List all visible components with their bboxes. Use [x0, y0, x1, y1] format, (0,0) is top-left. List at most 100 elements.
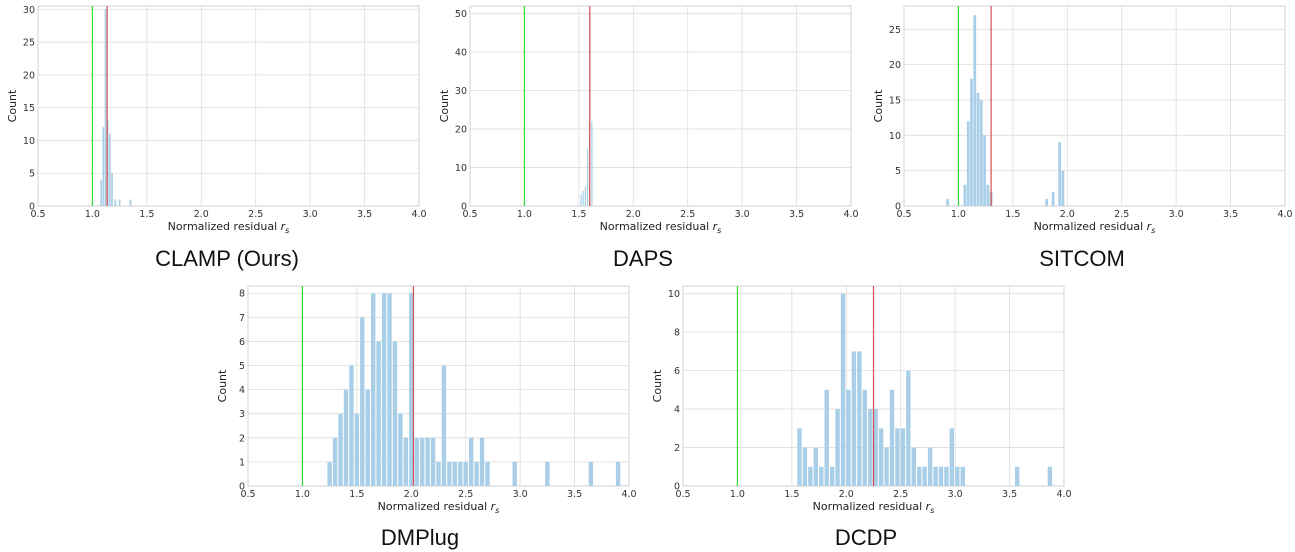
histogram-bar	[468, 437, 474, 486]
histogram-bar	[365, 389, 370, 486]
x-tick-label: 0.5	[240, 489, 255, 500]
x-tick-label: 2.5	[458, 489, 473, 500]
histogram-bar	[1061, 170, 1065, 206]
y-tick-label: 0	[29, 202, 35, 213]
plot-frame	[903, 5, 1286, 207]
histogram-bar	[425, 437, 430, 486]
histogram-bar	[354, 413, 360, 486]
y-tick-label: 6	[674, 366, 680, 377]
x-tick-label: 1.5	[784, 489, 799, 500]
histogram-bar	[332, 437, 338, 486]
y-tick-label: 0	[239, 482, 245, 493]
y-tick-label: 50	[455, 9, 467, 20]
x-tick-label: 3.0	[1169, 209, 1184, 220]
histogram-bar	[376, 341, 381, 486]
chart-clamp: 0.5 1.0 1.5 2.0 2.5 3.0 3.5 4.0 0 5 10 15 20 25 30 Norm…	[6, 5, 427, 235]
x-tick-label: 2.5	[248, 209, 263, 220]
histogram-bar	[906, 370, 911, 486]
histogram-bar	[862, 389, 867, 486]
histogram-bar	[102, 127, 105, 206]
chart-dcdp: 0.5 1.0 1.5 2.0 2.5 3.0 3.5 4.0 0 2 4 6 8 10 Normalize…	[651, 285, 1072, 515]
y-tick-label: 30	[23, 5, 35, 16]
histogram-bar	[129, 199, 132, 206]
histogram-bar	[580, 194, 582, 206]
y-tick-label: 10	[23, 136, 35, 147]
x-tick-label: 2.5	[893, 489, 908, 500]
y-tick-label: 0	[461, 202, 467, 213]
y-tick-label: 20	[23, 70, 35, 81]
y-tick-label: 2	[674, 443, 680, 454]
y-tick-label: 4	[239, 385, 245, 396]
x-tick-label: 4.0	[411, 209, 426, 220]
plot-frame	[469, 5, 852, 207]
y-tick-label: 3	[239, 409, 245, 420]
x-tick-label: 1.0	[85, 209, 100, 220]
histogram-bar	[846, 389, 851, 486]
x-tick-label: 2.0	[626, 209, 641, 220]
x-axis-label: Normalized residual rs	[813, 500, 935, 515]
histogram-bar	[485, 461, 490, 486]
histogram-bar	[911, 447, 916, 486]
histogram-bar	[360, 317, 365, 486]
x-tick-label: 4.0	[621, 489, 636, 500]
y-axis-label: Count	[438, 89, 451, 122]
histogram-bar	[419, 437, 425, 486]
histogram-bar	[895, 428, 900, 486]
histogram-bar	[1014, 466, 1020, 486]
histogram-bar	[819, 466, 824, 486]
histogram-bar	[343, 389, 349, 486]
histogram-bar	[392, 341, 398, 486]
y-axis-label: Count	[651, 369, 664, 402]
x-tick-label: 2.0	[404, 489, 419, 500]
x-tick-label: 3.5	[567, 489, 582, 500]
y-tick-label: 6	[239, 337, 245, 348]
x-tick-label: 3.0	[735, 209, 750, 220]
histogram-bar	[917, 466, 922, 486]
histogram-bar	[381, 293, 387, 486]
histogram-bar	[824, 389, 829, 486]
histogram-bar	[118, 199, 121, 206]
y-tick-label: 1	[239, 457, 245, 468]
histogram-bar	[963, 184, 967, 206]
histogram-bar	[960, 466, 965, 486]
histogram-bar	[1045, 198, 1048, 206]
histogram-bar	[349, 365, 354, 486]
histogram-bar	[403, 437, 409, 486]
histogram-bar	[884, 447, 889, 486]
histogram-bar	[983, 135, 986, 206]
y-tick-label: 5	[29, 169, 35, 180]
x-tick-label: 2.5	[680, 209, 695, 220]
y-tick-label: 25	[889, 25, 901, 36]
y-tick-label: 8	[239, 289, 245, 300]
x-tick-label: 1.0	[517, 209, 532, 220]
chart-sitcom: 0.5 1.0 1.5 2.0 2.5 3.0 3.5 4.0 0 5 10 15 20 25 Normal…	[872, 5, 1293, 235]
histogram-bar	[615, 461, 621, 486]
histogram-bar	[900, 428, 906, 486]
histogram-bar	[955, 466, 960, 486]
y-tick-label: 15	[889, 95, 901, 106]
y-tick-label: 30	[455, 86, 467, 97]
histogram-bar	[436, 461, 441, 486]
histogram-bar	[586, 148, 589, 206]
x-tick-label: 3.5	[1223, 209, 1238, 220]
histogram-bar	[452, 461, 458, 486]
histogram-bar	[111, 173, 113, 206]
caption-dmplug: DMPlug	[380, 525, 460, 550]
x-tick-label: 3.0	[948, 489, 963, 500]
x-tick-label: 3.0	[303, 209, 318, 220]
histogram-bar	[1058, 142, 1062, 206]
x-tick-label: 1.5	[1005, 209, 1020, 220]
histogram-bar	[797, 428, 802, 486]
histogram-bar	[441, 365, 447, 486]
histogram-bar	[802, 447, 808, 486]
x-tick-label: 2.0	[1060, 209, 1075, 220]
y-axis-label: Count	[872, 89, 885, 122]
y-tick-label: 20	[889, 60, 901, 71]
chart-daps: 0.5 1.0 1.5 2.0 2.5 3.0 3.5 4.0 0 10 20 30 40 50 Norma…	[438, 5, 859, 235]
chart-dmplug: 0.5 1.0 1.5 2.0 2.5 3.0 3.5 4.0 0 1 2 3 4 5 6 7 8 Normali…	[216, 285, 637, 515]
x-tick-label: 1.5	[139, 209, 154, 220]
x-tick-label: 1.0	[730, 489, 745, 500]
y-axis-label: Count	[6, 89, 19, 122]
caption-clamp: CLAMP (Ours)	[155, 246, 299, 271]
